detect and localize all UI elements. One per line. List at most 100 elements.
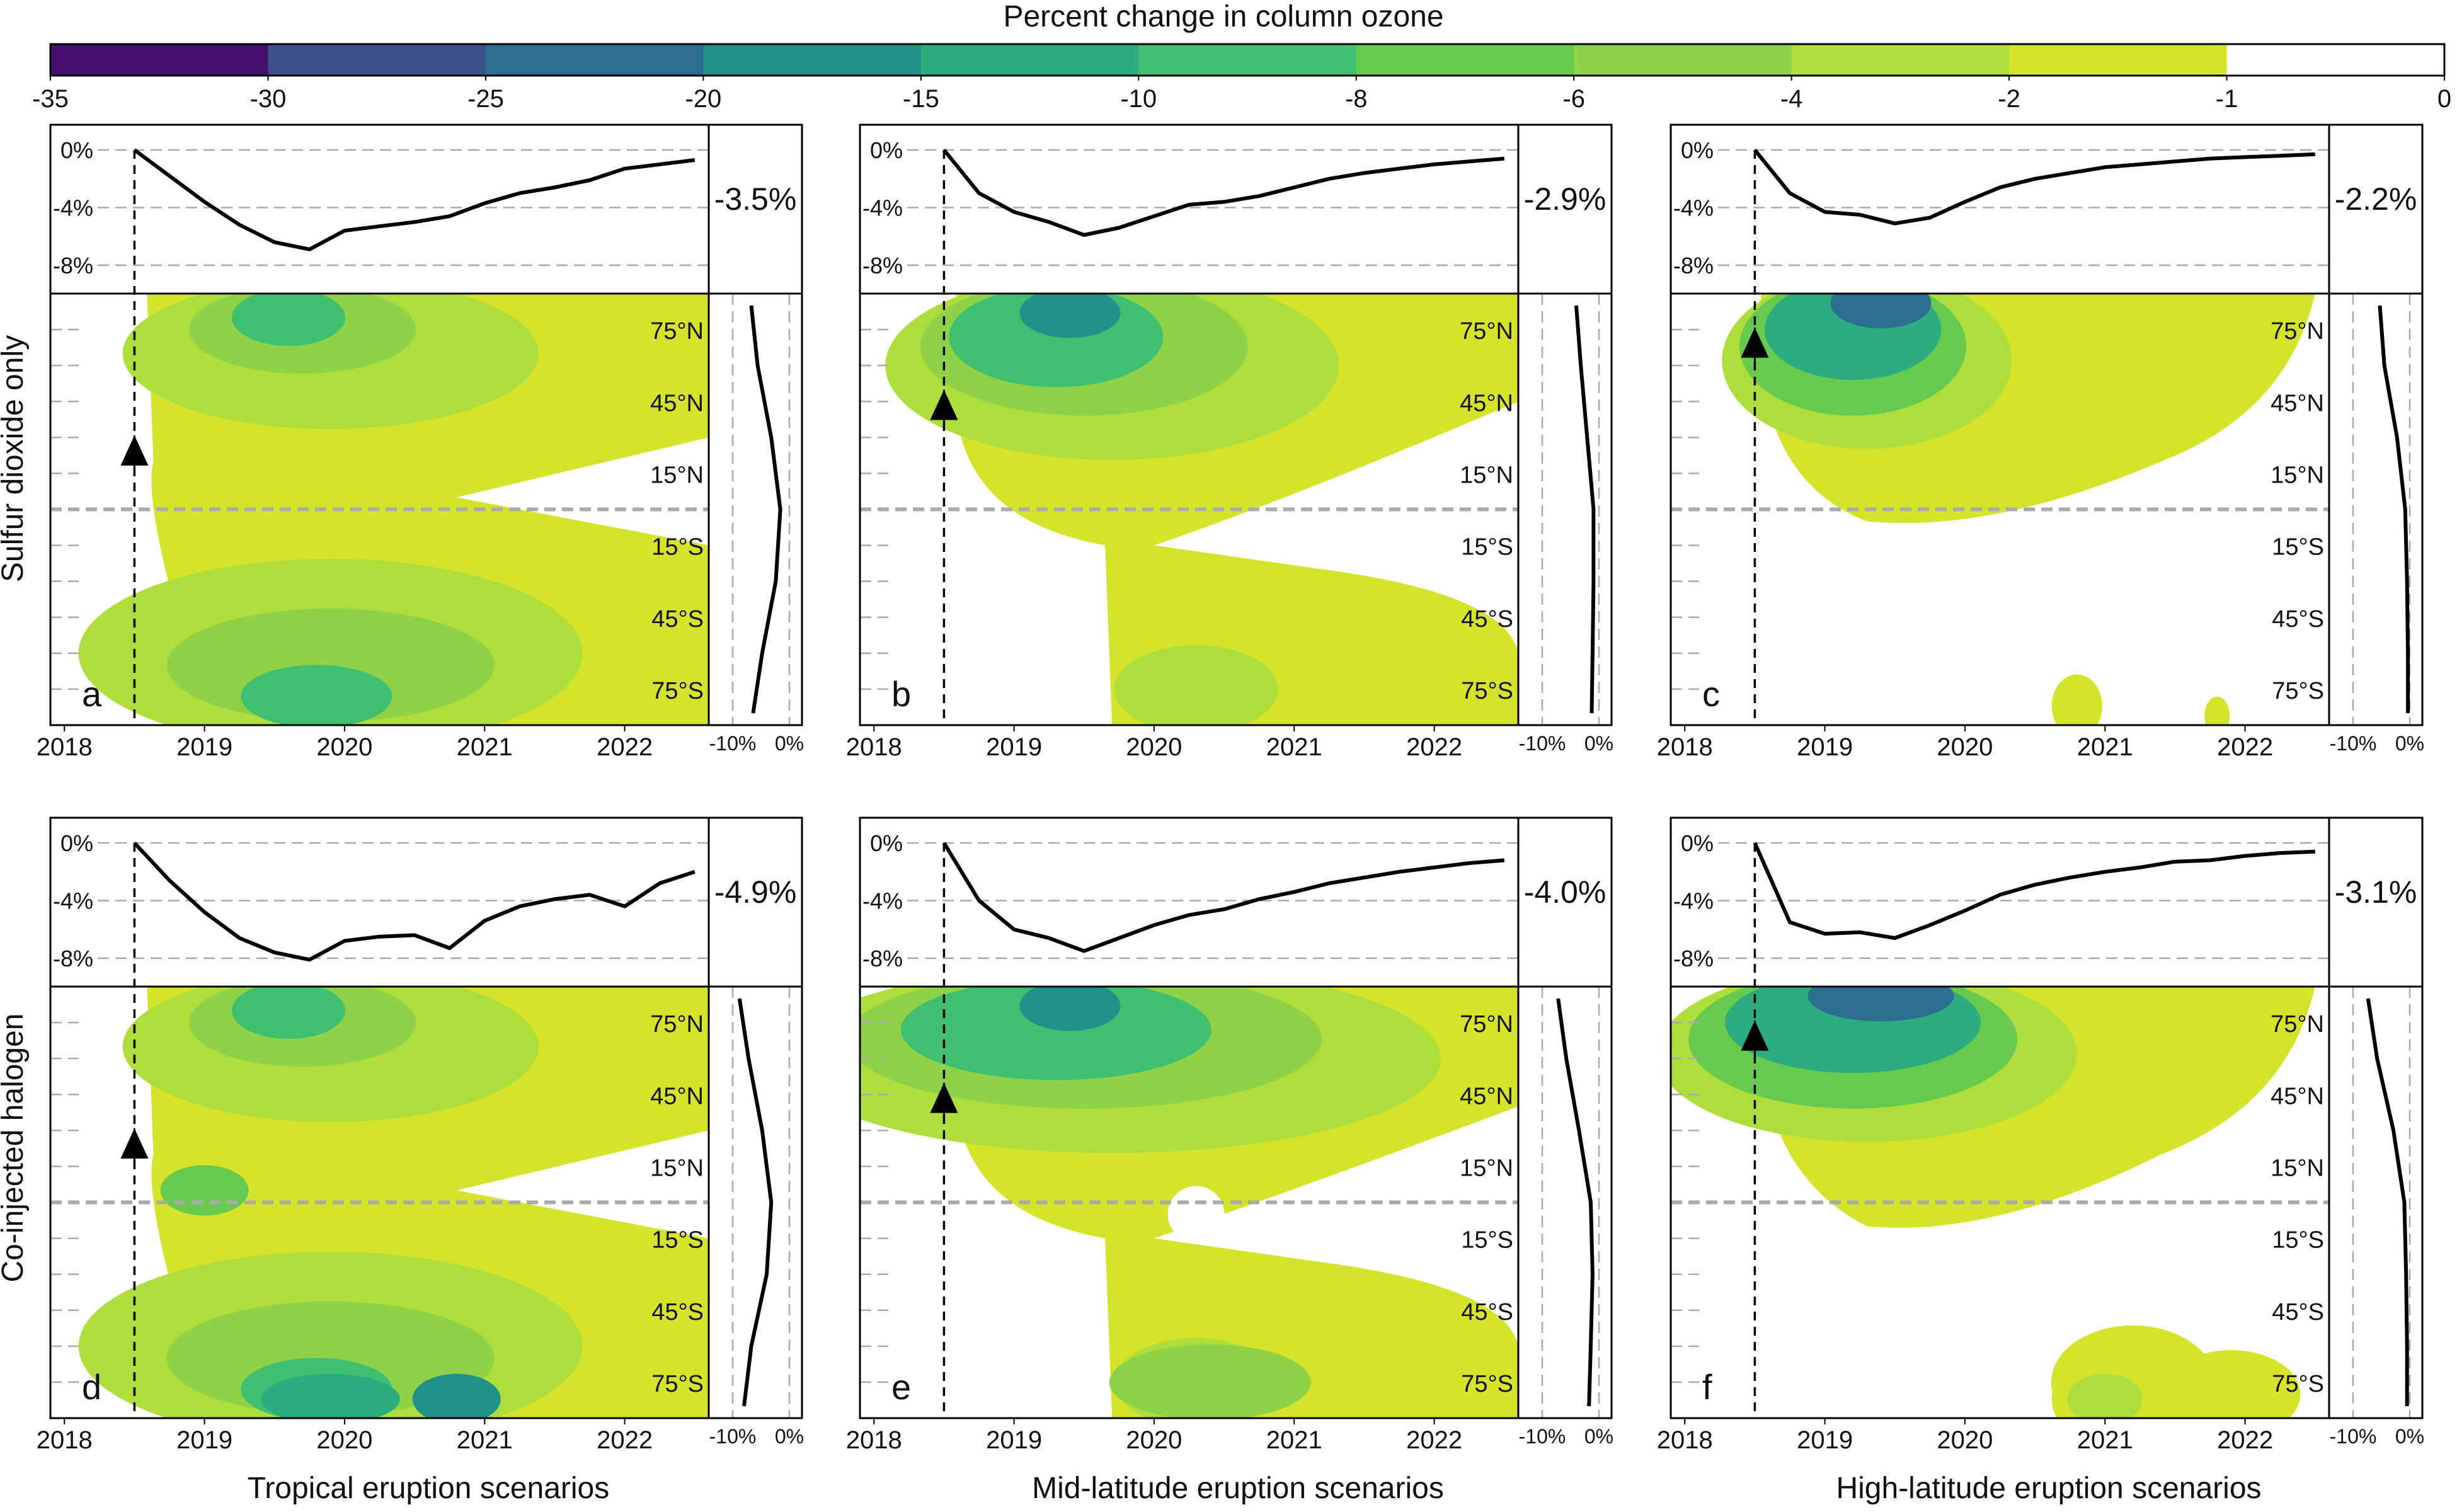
global-mean-line [1753, 149, 2315, 226]
lat-label: 15°S [1461, 534, 1513, 561]
ozone-contour-field [885, 294, 1518, 725]
lat-label: 15°N [1460, 462, 1513, 488]
zonal-profile-line [2366, 998, 2409, 1406]
top-tick-label: 0% [1681, 137, 1714, 163]
side-tick-label: 0% [2395, 1425, 2424, 1448]
global-mean-line [133, 148, 696, 251]
summary-box [2328, 123, 2424, 295]
lat-label: 45°S [651, 1299, 704, 1326]
year-label: 2020 [316, 1426, 372, 1454]
top-tick-label: 0% [870, 830, 903, 856]
colorbar-swatch [2226, 44, 2445, 76]
zonal-profile-line [1556, 998, 1595, 1407]
lat-label: 45°N [650, 390, 704, 416]
eruption-marker-icon [930, 389, 958, 420]
contour-level [2051, 674, 2102, 725]
year-label: 2020 [1126, 1426, 1182, 1454]
panel-b: 75°N 45°N 15°N 15°S 45°S 75°S 0% -4% -8% -10% 0% -2… [846, 123, 1613, 761]
top-tick-label: -8% [53, 253, 93, 278]
colorbar-swatch [920, 44, 1139, 76]
global-mean-line [133, 841, 696, 962]
year-label: 2019 [176, 1426, 232, 1454]
row-label-halogen: Co-injected halogen [0, 1014, 30, 1283]
panel-c: 75°N 45°N 15°N 15°S 45°S 75°S 0% -4% -8% -10% 0% -2… [1657, 123, 2424, 761]
lat-label: 45°S [2272, 1299, 2324, 1326]
side-tick-label: 0% [2395, 732, 2424, 755]
year-label: 2020 [1937, 1426, 1993, 1454]
lat-label: 15°S [2272, 1227, 2324, 1254]
year-label: 2018 [846, 733, 902, 761]
contour-level [412, 1373, 501, 1418]
colorbar-swatch [1138, 44, 1357, 76]
year-label: 2019 [986, 733, 1042, 761]
lat-label: 15°S [651, 1227, 704, 1254]
top-tick-label: -4% [53, 888, 93, 914]
side-tick-label: -10% [2330, 732, 2377, 755]
global-mean-value: -4.0% [1524, 874, 1606, 910]
lat-label: 75°N [1460, 1011, 1513, 1038]
side-tick-label: 0% [775, 1425, 804, 1448]
lat-label: 15°N [2271, 1155, 2324, 1181]
panel-a: 75°N 45°N 15°N 15°S 45°S 75°S 0% -4% -8% -10% 0% -3… [37, 123, 804, 761]
lat-label: 75°S [2272, 1371, 2324, 1397]
eruption-marker-icon [120, 435, 149, 466]
lat-label: 15°S [651, 534, 704, 561]
panel-letter: f [1702, 1367, 1712, 1407]
global-mean-line [942, 149, 1505, 237]
ozone-contour-field [860, 987, 1518, 1418]
column-label-highlatitude: High-latitude eruption scenarios [1836, 1472, 2261, 1505]
contour-level [1114, 644, 1278, 725]
summary-box [1517, 816, 1613, 988]
column-label-midlatitude: Mid-latitude eruption scenarios [1032, 1472, 1444, 1505]
colorbar-tick-label: -15 [903, 85, 939, 113]
top-tick-label: 0% [60, 830, 93, 856]
side-tick-label: 0% [1584, 732, 1613, 755]
lat-label: 75°N [650, 318, 704, 345]
global-mean-value: -2.2% [2335, 181, 2417, 217]
top-tick-label: -8% [862, 946, 903, 971]
panel-f: 75°N 45°N 15°N 15°S 45°S 75°S 0% -4% -8% -10% 0% -3… [1657, 816, 2424, 1454]
top-tick-label: -4% [53, 195, 93, 221]
lat-label: 75°S [1461, 1371, 1513, 1397]
year-label: 2018 [1657, 733, 1713, 761]
lat-label: 15°N [650, 462, 704, 488]
ozone-contour-field [1722, 294, 2315, 725]
colorbar-frame [49, 43, 2446, 77]
lat-label: 45°N [650, 1083, 704, 1109]
lat-label: 75°N [2271, 1011, 2324, 1038]
year-label: 2022 [597, 1426, 653, 1454]
contour-level [160, 1165, 249, 1216]
year-label: 2021 [2077, 1426, 2133, 1454]
top-tick-label: -8% [1673, 253, 1714, 278]
panel-letter: e [891, 1367, 911, 1407]
year-label: 2022 [2217, 733, 2273, 761]
lat-label: 45°N [1460, 1083, 1513, 1109]
lat-label: 75°N [2271, 318, 2324, 345]
contour-level [1019, 294, 1121, 338]
zonal-profile-line [737, 998, 774, 1407]
lat-label: 45°S [651, 606, 704, 633]
lat-label: 75°S [2272, 678, 2324, 704]
colorbar: -35 -30 -25 -20 -15 -10 -8 -6 -4 -2 -1 0 [32, 43, 2451, 113]
year-label: 2019 [1797, 1426, 1853, 1454]
summary-box [1517, 123, 1613, 295]
global-mean-value: -4.9% [714, 874, 797, 910]
global-mean-line [1753, 842, 2315, 940]
colorbar-swatch [2009, 44, 2228, 76]
colorbar-swatch [485, 44, 704, 76]
lat-label: 75°S [651, 678, 704, 704]
top-tick-label: -4% [1673, 888, 1714, 914]
lat-label: 15°N [2271, 462, 2324, 488]
global-mean-value: -2.9% [1524, 181, 1606, 217]
colorbar-swatch [1791, 44, 2010, 76]
year-label: 2022 [1406, 733, 1462, 761]
colorbar-swatch [1574, 44, 1792, 76]
side-tick-label: 0% [1584, 1425, 1613, 1448]
colorbar-swatch [703, 44, 922, 76]
top-tick-label: -8% [862, 253, 903, 278]
global-mean-value: -3.5% [714, 181, 797, 217]
panel-letter: b [891, 674, 911, 714]
contour-level [232, 294, 345, 346]
contour-level [2162, 1349, 2301, 1418]
lat-label: 45°N [1460, 390, 1513, 416]
